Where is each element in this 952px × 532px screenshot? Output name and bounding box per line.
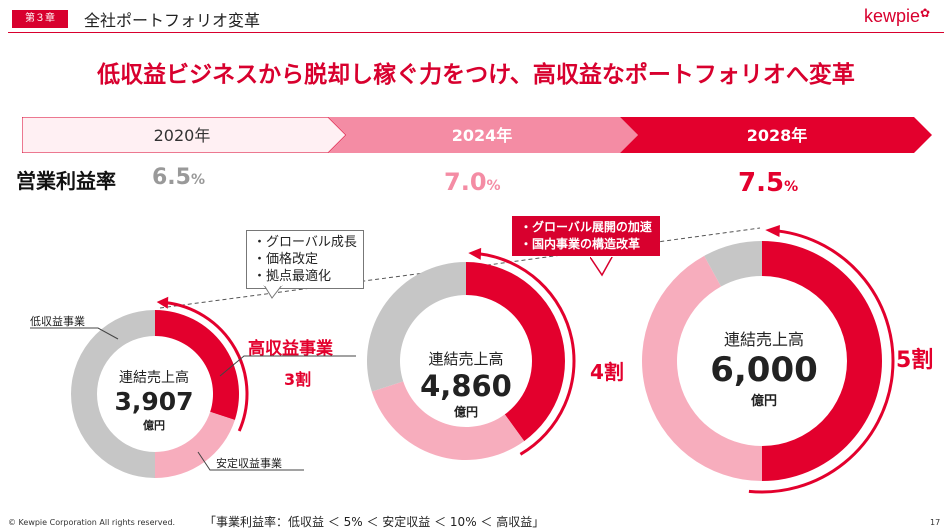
sales-unit: 億円 — [750, 394, 777, 409]
sales-value: 4,860 — [420, 369, 512, 403]
callout-line: ・拠点最適化 — [253, 269, 332, 284]
donut-slice-low — [71, 310, 155, 478]
sales-unit: 億円 — [453, 405, 478, 419]
growth-arrow-head-icon — [468, 247, 482, 260]
donut-slice-low — [366, 262, 466, 392]
timeline-step-2024 — [328, 117, 638, 153]
callout-line: ・価格改定 — [253, 252, 319, 267]
donut-slice-high — [155, 310, 239, 420]
timeline-label-2020: 2020年 — [154, 126, 211, 145]
growth-arrow-arc — [748, 229, 895, 494]
sales-label: 連結売上高 — [723, 330, 804, 349]
margin-unit: % — [190, 172, 206, 188]
callout-line: ・グローバル展開の加速 — [520, 220, 652, 234]
callout-pointer-icon — [590, 257, 613, 277]
growth-arrow-arc — [478, 252, 576, 456]
margin-unit: % — [784, 179, 799, 195]
donut-slice-low — [704, 241, 762, 287]
label-low-leader — [30, 327, 119, 340]
donut-slice-stable — [641, 255, 762, 482]
high-share-2020: 3割 — [284, 370, 312, 389]
label-stable-leader — [197, 451, 304, 471]
margin-number: 7.5 — [738, 168, 785, 198]
margin-unit: % — [486, 178, 501, 194]
sales-label: 連結売上高 — [428, 350, 504, 368]
high-share-2024: 4割 — [590, 360, 624, 384]
callout-line: ・国内事業の構造改革 — [520, 237, 641, 251]
callout-pointer-icon — [263, 285, 283, 299]
margin-value-2020: 6.5% — [152, 165, 205, 190]
donut-center-2024: 連結売上高 4,860 億円 — [406, 348, 526, 420]
growth-arrow-arc — [165, 301, 249, 432]
donut-center-2028: 連結売上高 6,000 億円 — [694, 326, 834, 409]
header-divider — [8, 32, 944, 33]
logo-text: kewpie — [864, 6, 921, 26]
kewpie-mascot-icon: ✿ — [920, 6, 931, 20]
timeline-step-2028 — [620, 117, 932, 153]
sales-value: 6,000 — [710, 350, 818, 390]
timeline-label-2024: 2024年 — [452, 126, 513, 145]
donut-slice-high — [466, 262, 565, 442]
donut-slice-high — [762, 241, 882, 481]
label-low-profit: 低収益事業 — [30, 315, 85, 328]
sales-unit: 億円 — [143, 419, 165, 432]
donut-center-2020: 連結売上高 3,907 億円 — [102, 367, 206, 433]
label-high-leader — [219, 355, 356, 377]
callout-growth-2024: ・グローバル成長 ・価格改定 ・拠点最適化 — [246, 230, 364, 289]
growth-arrow-head-icon — [156, 296, 169, 309]
label-high-profit: 高収益事業 — [248, 339, 333, 359]
timeline-band: 2020年 2024年 2028年 — [22, 117, 932, 153]
margin-value-2024: 7.0% — [444, 168, 501, 196]
callout-line: ・グローバル成長 — [253, 235, 357, 250]
connector-line-1 — [159, 267, 463, 309]
donut-slice-stable — [155, 411, 235, 478]
margin-value-2028: 7.5% — [738, 168, 798, 198]
chapter-badge: 第３章 — [12, 10, 68, 28]
page-title: 全社ポートフォリオ変革 — [84, 11, 261, 30]
high-share-2028: 5割 — [896, 348, 934, 373]
growth-arrow-head-icon — [765, 225, 780, 238]
kewpie-logo: kewpie✿ — [864, 6, 930, 27]
timeline-label-2028: 2028年 — [747, 126, 808, 145]
operating-margin-label: 営業利益率 — [16, 169, 116, 193]
sales-value: 3,907 — [114, 387, 194, 416]
footnote: 「事業利益率：低収益 ＜ 5% ＜ 安定収益 ＜ 10% ＜ 高収益」 — [204, 515, 545, 529]
margin-number: 6.5 — [152, 165, 191, 190]
margin-number: 7.0 — [444, 168, 487, 196]
label-stable-profit: 安定収益事業 — [216, 457, 282, 470]
callout-growth-2028: ・グローバル展開の加速 ・国内事業の構造改革 — [512, 216, 660, 256]
donut-slice-stable — [371, 381, 525, 460]
slide-headline: 低収益ビジネスから脱却し稼ぐ力をつけ、高収益なポートフォリオへ変革 — [97, 62, 855, 88]
copyright: © Kewpie Corporation All rights reserved… — [8, 518, 176, 527]
sales-label: 連結売上高 — [119, 370, 189, 386]
page-number: 17 — [930, 518, 941, 527]
